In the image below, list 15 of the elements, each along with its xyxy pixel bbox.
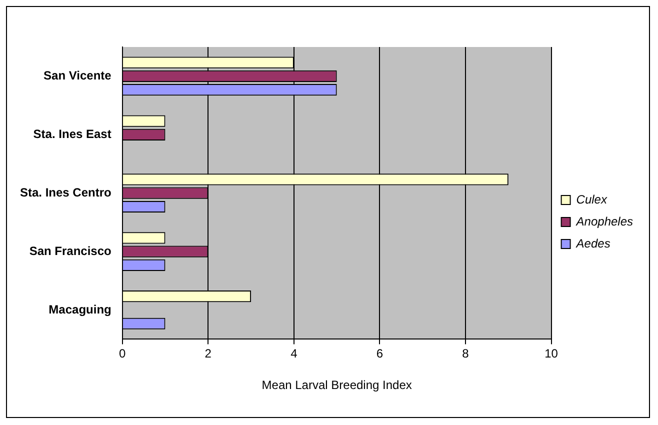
- legend-label: Culex: [576, 192, 608, 206]
- y-tick-label: Sta. Ines Centro: [20, 185, 112, 200]
- x-tick-label: 4: [290, 346, 298, 361]
- x-tick-label: 10: [544, 346, 558, 361]
- y-tick-label: Macaguing: [48, 302, 112, 316]
- y-tick-label: Sta. Ines East: [33, 126, 112, 141]
- x-axis-title: Mean Larval Breeding Index: [262, 378, 412, 392]
- x-tick-label: 6: [376, 346, 384, 361]
- x-tick-label: 8: [462, 346, 470, 361]
- x-tick-label: 0: [119, 346, 126, 361]
- y-tick-label: San Vicente: [44, 68, 112, 83]
- legend-label: Anopheles: [575, 214, 634, 228]
- y-tick-label: San Francisco: [29, 244, 112, 258]
- x-tick-label: 2: [204, 346, 212, 361]
- legend-label: Aedes: [575, 236, 610, 250]
